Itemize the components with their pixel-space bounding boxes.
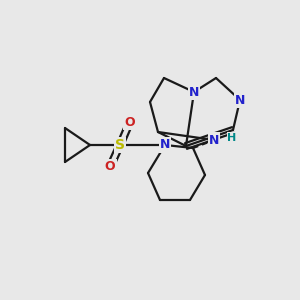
Text: N: N: [235, 94, 245, 106]
Text: O: O: [105, 160, 115, 173]
Text: S: S: [115, 138, 125, 152]
Text: N: N: [189, 85, 199, 98]
Text: N: N: [160, 139, 170, 152]
Text: H: H: [227, 133, 237, 143]
Text: O: O: [125, 116, 135, 128]
Text: N: N: [209, 134, 219, 146]
